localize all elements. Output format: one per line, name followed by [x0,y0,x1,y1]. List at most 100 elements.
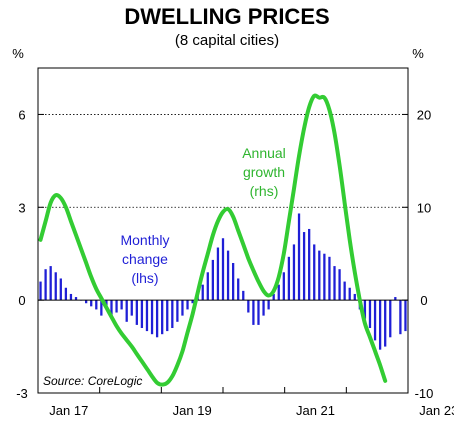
bar [155,300,159,338]
left-axis-unit: % [12,46,24,61]
bar [176,300,179,322]
bar [120,300,123,310]
plot-frame [37,67,409,394]
bar [323,253,326,301]
bar [74,297,78,301]
bar [252,300,255,325]
chart-title: DWELLING PRICES [124,4,329,29]
bar [69,293,73,301]
bar [95,300,98,310]
bar [59,278,62,301]
bar [267,300,270,310]
bar [297,213,301,301]
bar [247,300,250,313]
bar [237,278,240,301]
bar [211,259,215,301]
annual-annotation-line2: growth [243,164,285,180]
bar [348,287,351,301]
right-tick-label: -10 [415,386,434,401]
bar [353,293,356,301]
tick-marks [37,113,409,394]
bar [216,247,220,301]
bar [373,300,377,341]
bar [292,244,296,301]
bar [206,272,209,301]
bar [363,300,367,319]
annual-growth-annotation: Annual growth (rhs) [242,145,286,199]
bar [389,300,392,338]
bar [161,300,164,335]
bar [39,281,42,301]
left-tick-label: 6 [18,107,25,122]
bar [181,300,184,316]
bar [313,244,316,301]
bar [272,293,275,301]
monthly-annotation-line2: change [122,251,168,267]
bar [90,300,93,307]
bar [318,250,321,301]
x-tick-label: Jan 19 [173,403,212,418]
bar [221,238,225,301]
bar [262,300,265,316]
bar [140,300,144,328]
bar [394,297,397,301]
annual-annotation-line1: Annual [242,145,286,161]
bar [282,272,285,301]
bar [49,266,52,301]
annual-growth-line [38,93,388,387]
monthly-annotation-line3: (lhs) [131,270,158,286]
annual-growth-line-group [38,93,388,387]
bar [378,300,382,350]
bar [125,300,128,322]
bar [308,228,311,301]
bar [166,300,169,332]
bar [404,300,407,332]
left-axis-labels: -3 0 3 6 [16,107,28,401]
x-tick-label: Jan 23 [419,403,454,418]
bar [44,269,47,301]
annual-annotation-line3: (rhs) [250,183,279,199]
x-tick-label: Jan 17 [49,403,88,418]
bar [399,300,402,335]
right-tick-label: 0 [420,293,427,308]
x-axis-labels: Jan 17 Jan 19 Jan 21 Jan 23 [49,403,454,418]
right-tick-label: 20 [417,107,431,122]
bar [277,284,280,301]
left-tick-label: -3 [16,386,28,401]
bar [135,300,138,325]
bar [333,266,336,301]
bar [85,300,88,304]
bar [54,272,57,301]
bar [242,290,245,301]
bar [384,300,387,347]
x-tick-label: Jan 21 [296,403,335,418]
bar [64,287,68,301]
right-tick-label: 10 [417,200,431,215]
bar [145,300,149,332]
bar [287,256,291,301]
bar [343,281,346,301]
bar [110,300,113,319]
left-tick-label: 0 [18,293,25,308]
left-tick-label: 3 [18,200,25,215]
bar [100,300,103,316]
bar [226,250,230,301]
source-note: Source: CoreLogic [43,374,142,388]
bar [302,232,306,301]
bar [150,300,154,335]
bar [201,284,204,301]
gridlines [38,114,408,208]
bar [257,300,260,325]
monthly-annotation-line1: Monthly [120,232,169,248]
bar [171,300,174,328]
right-axis-labels: -10 0 10 20 [415,107,434,401]
bar [338,269,341,301]
bar [231,263,235,301]
chart-subtitle: (8 capital cities) [175,32,279,49]
bar [191,300,194,304]
right-axis-unit: % [412,46,424,61]
bar [328,256,331,301]
bar [130,300,133,316]
bar [115,300,118,313]
